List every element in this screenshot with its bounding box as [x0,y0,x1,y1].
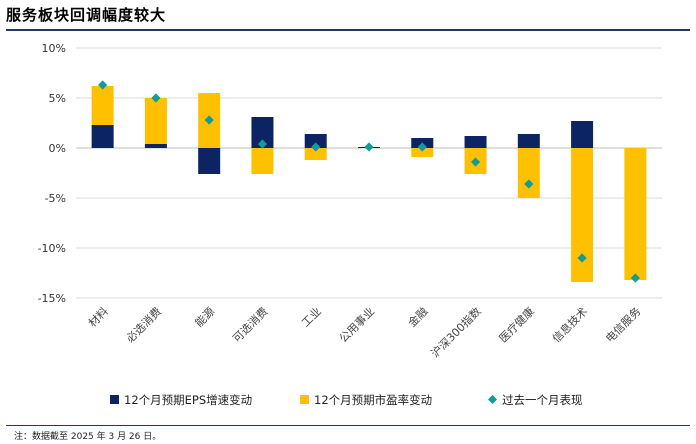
x-tick-label: 能源 [192,304,217,329]
chart: 10% 5% 0% -5% -10% -15% 材料 必选消费 能源 可选消费 工业 公用事业 金融沪… [38,42,662,407]
y-tick-label: 0% [49,142,66,155]
title-rule [6,29,690,31]
legend-pe-swatch [300,395,309,404]
performance-marker [257,139,268,149]
performance-marker [577,253,587,263]
legend-pe-label: 12个月预期市盈率变动 [314,393,432,407]
x-tick-label: 工业 [299,305,324,330]
performance-marker [98,80,108,90]
eps-bar [198,148,221,174]
performance-marker [470,157,481,167]
eps-bar [144,144,167,148]
x-tick-label: 金融 [405,304,430,329]
y-tick-label: -10% [38,242,66,255]
y-tick-label: 5% [49,92,66,105]
eps-bar [464,136,487,148]
bars [91,86,647,282]
footer-rule [6,425,690,426]
y-axis-ticks: 10% 5% 0% -5% -10% -15% [38,42,66,305]
eps-bar [251,117,274,148]
performance-marker [524,179,534,189]
pe-bar [91,86,114,125]
performance-marker [630,273,640,283]
performance-marker [364,142,374,152]
footnote: 注：数据截至 2025 年 3 月 26 日。 [14,432,162,442]
x-tick-label: 电信服务 [603,305,643,345]
x-tick-label: 材料 [85,304,110,329]
y-tick-label: 10% [42,42,66,55]
x-tick-label: 可选消费 [230,304,271,345]
y-tick-label: -15% [38,292,66,305]
x-tick-label: 医疗健康 [496,304,537,345]
legend: 12个月预期EPS增速变动 12个月预期市盈率变动 过去一个月表现 [110,393,583,407]
performance-marker [204,115,214,125]
performance-marker [311,142,321,152]
x-tick-label: 公用事业 [337,305,377,345]
eps-bar [91,125,114,148]
performance-marker [417,142,427,152]
pe-bar [517,148,540,198]
markers [98,80,640,283]
pe-bar [571,148,594,282]
eps-bar [304,134,327,148]
y-tick-label: -5% [45,192,66,205]
pe-bar [624,148,647,280]
x-tick-label: 必选消费 [123,304,164,345]
pe-bar [304,148,327,160]
legend-performance-swatch [488,395,497,404]
performance-marker [151,93,161,103]
legend-performance-label: 过去一个月表现 [502,393,583,407]
chart-title: 服务板块回调幅度较大 [6,6,167,24]
legend-eps-swatch [110,395,119,404]
legend-eps-label: 12个月预期EPS增速变动 [124,393,252,407]
eps-bar [517,134,540,148]
pe-bar [144,98,167,144]
pe-bar [411,148,434,157]
eps-bar [571,121,594,148]
pe-bar [251,148,274,174]
x-tick-label: 沪深300指数 [428,304,484,360]
x-tick-label: 信息技术 [549,304,590,345]
